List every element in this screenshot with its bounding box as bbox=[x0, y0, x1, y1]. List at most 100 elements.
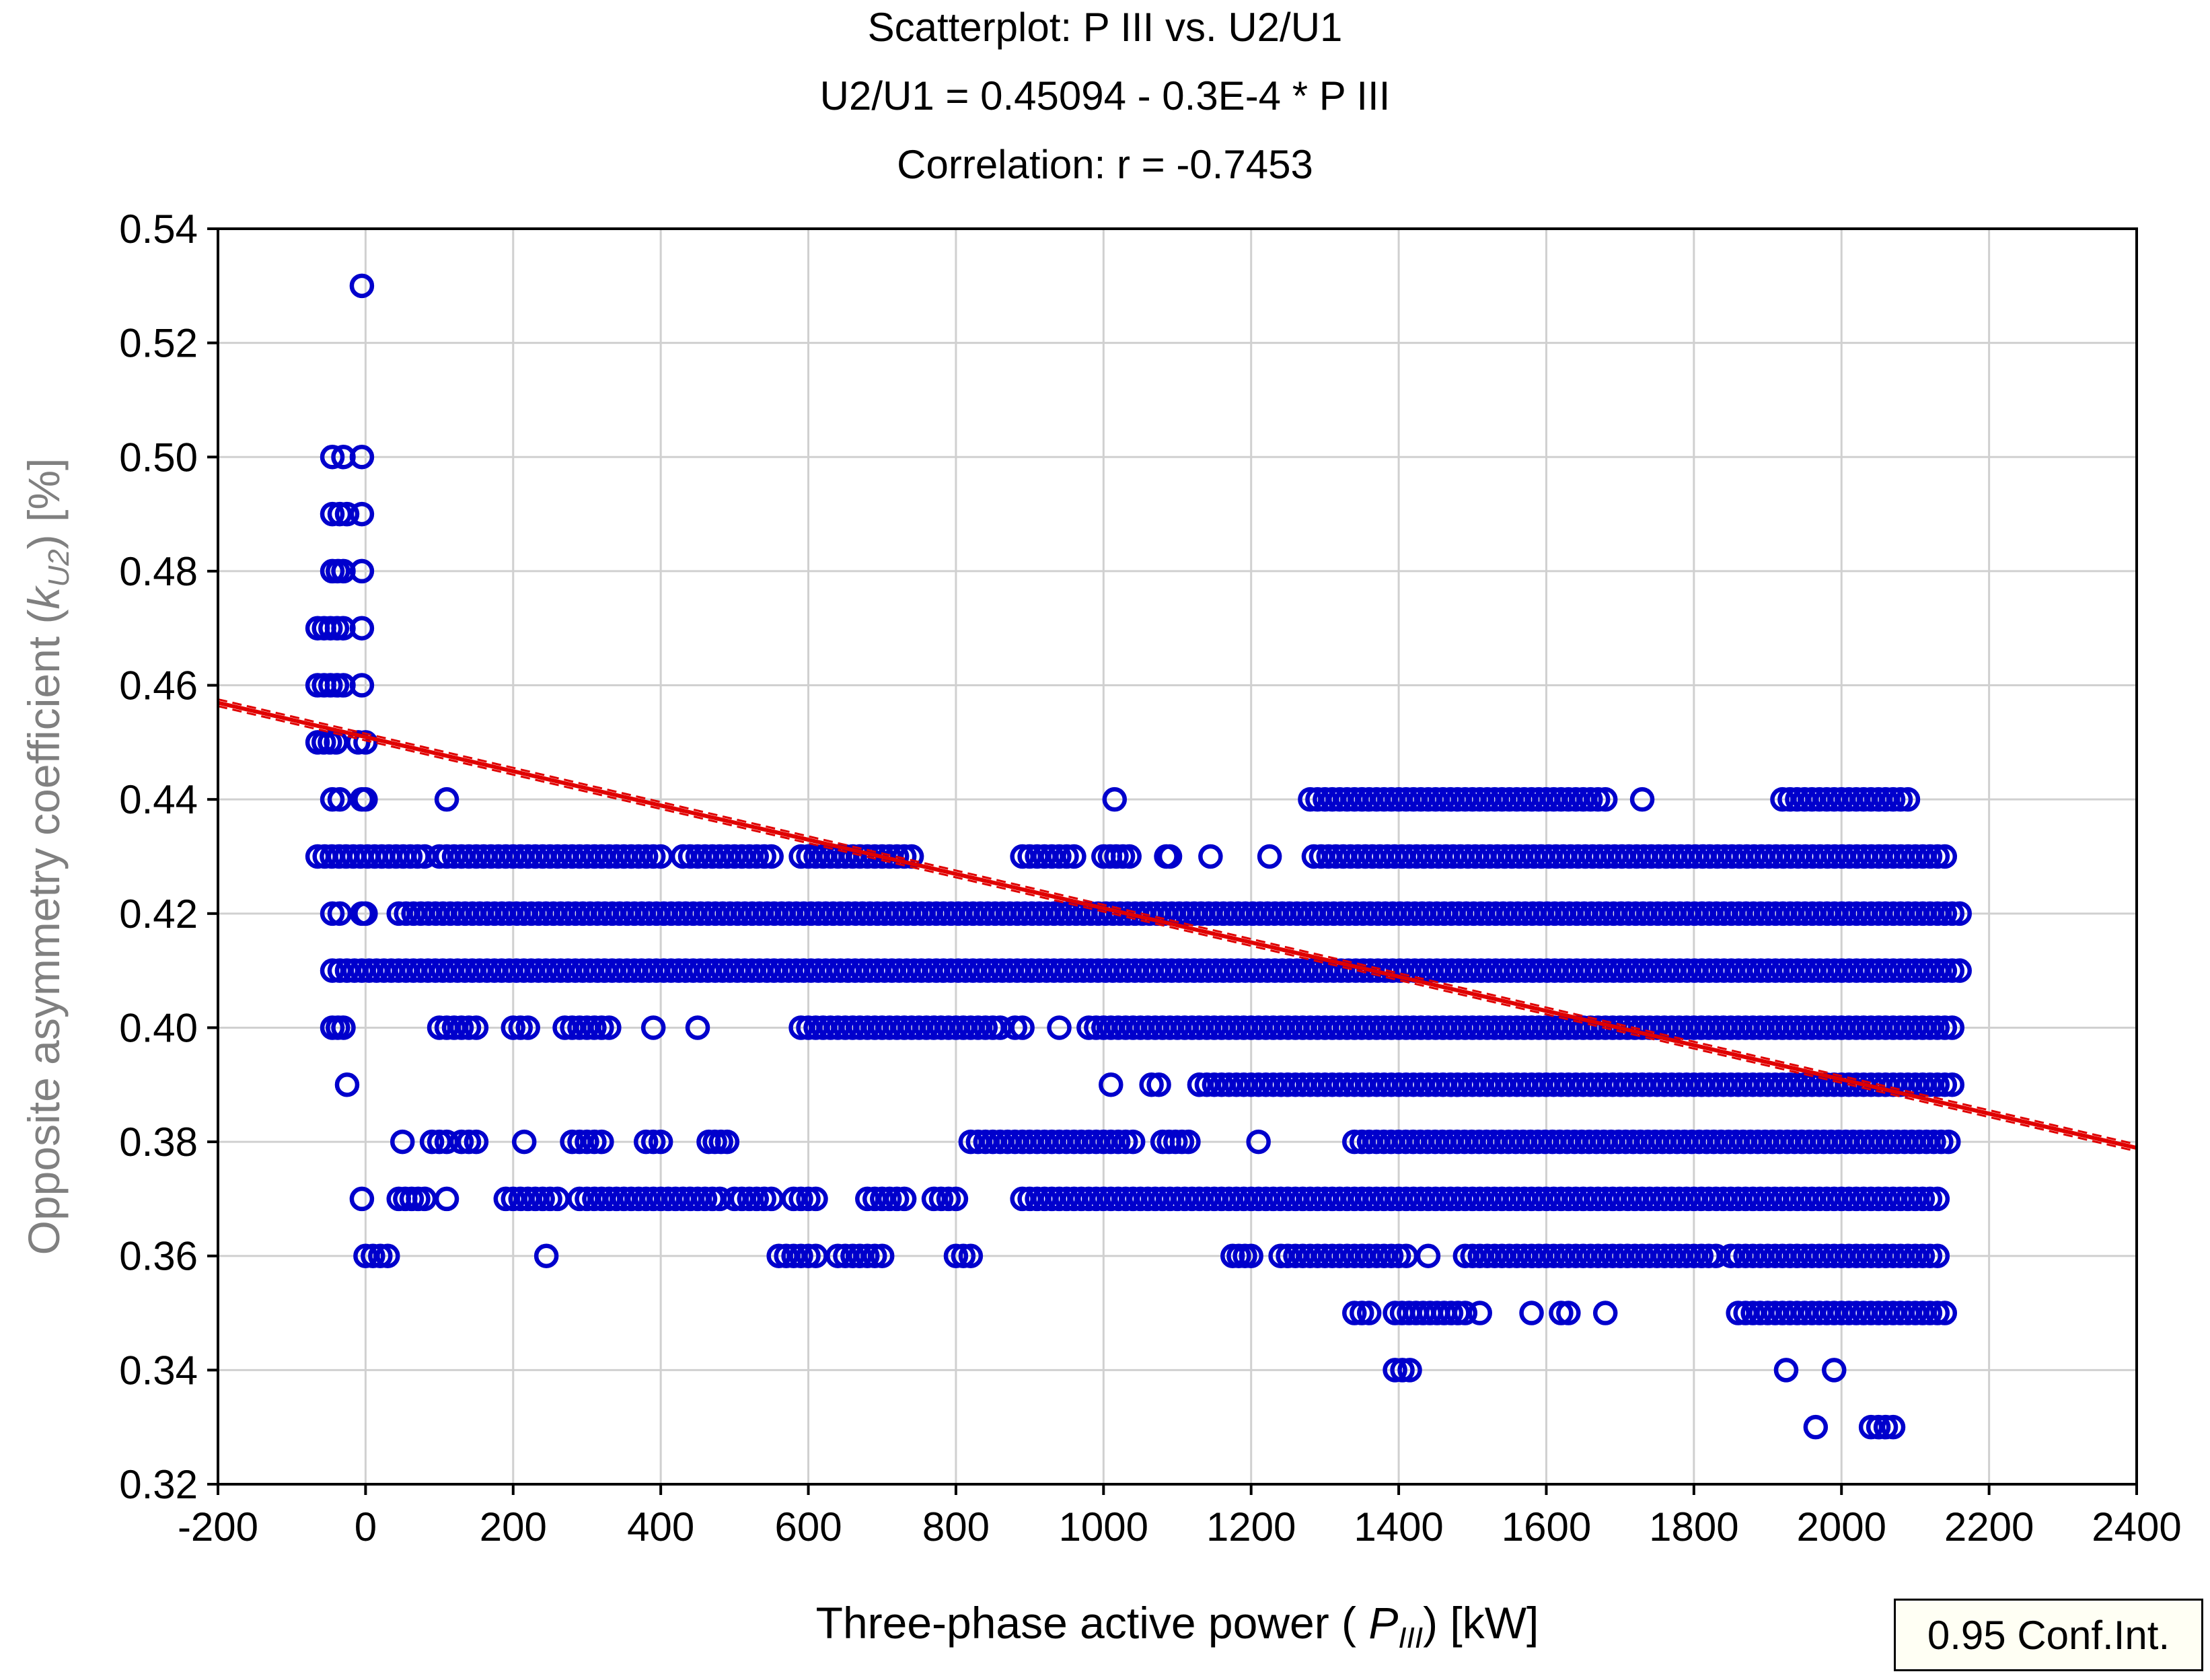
y-axis-label: Opposite asymmetry coefficient (kU2) [%] bbox=[19, 458, 75, 1255]
data-point bbox=[1773, 1358, 1799, 1383]
data-point bbox=[1246, 1129, 1271, 1155]
data-point bbox=[1139, 1072, 1164, 1097]
data-point bbox=[1342, 1301, 1367, 1325]
y-tick-label: 0.44 bbox=[119, 777, 198, 822]
data-point bbox=[530, 1186, 555, 1212]
data-point bbox=[1822, 1358, 1847, 1383]
data-point bbox=[449, 1015, 474, 1040]
y-tick-label: 0.52 bbox=[119, 321, 198, 366]
data-point bbox=[1910, 1243, 1936, 1268]
data-point bbox=[884, 1186, 910, 1212]
data-point bbox=[1438, 1301, 1464, 1325]
data-point bbox=[1880, 1414, 1906, 1440]
data-point bbox=[349, 558, 375, 584]
data-point bbox=[1010, 1015, 1035, 1040]
y-tick-label: 0.32 bbox=[119, 1462, 198, 1507]
data-point bbox=[1932, 1072, 1958, 1097]
data-point bbox=[796, 1243, 821, 1268]
x-axis-label: Three-phase active power ( PIII) [kW] bbox=[816, 1598, 1539, 1654]
data-point bbox=[1176, 1129, 1201, 1155]
data-point bbox=[648, 1129, 673, 1155]
data-point bbox=[891, 1186, 917, 1212]
data-point bbox=[1917, 1186, 1943, 1212]
data-point bbox=[1099, 1072, 1124, 1097]
data-point bbox=[1146, 1072, 1171, 1097]
data-point bbox=[1873, 1414, 1899, 1440]
data-point bbox=[320, 445, 345, 470]
x-tick-label: 1200 bbox=[1206, 1504, 1296, 1549]
data-point bbox=[434, 787, 459, 812]
data-point bbox=[633, 844, 659, 869]
data-point bbox=[375, 1243, 400, 1268]
data-point bbox=[334, 501, 360, 527]
data-point bbox=[1117, 844, 1142, 869]
x-tick-label: 1600 bbox=[1502, 1504, 1591, 1549]
x-tick-label: 800 bbox=[922, 1504, 990, 1549]
chart-title: Scatterplot: P III vs. U2/U1 bbox=[867, 5, 1343, 50]
data-point bbox=[1383, 1358, 1407, 1383]
data-point bbox=[1002, 1015, 1027, 1040]
data-point bbox=[862, 1243, 887, 1268]
data-point bbox=[582, 1015, 607, 1040]
data-point bbox=[390, 1129, 415, 1155]
data-point bbox=[538, 1186, 562, 1212]
data-point bbox=[464, 1015, 489, 1040]
data-point bbox=[1549, 1301, 1574, 1325]
legend-label: 0.95 Conf.Int. bbox=[1927, 1612, 2170, 1658]
legend-box: 0.95 Conf.Int. bbox=[1894, 1599, 2203, 1671]
data-point bbox=[501, 1015, 526, 1040]
confidence-band-line bbox=[217, 698, 2137, 1146]
data-point bbox=[751, 1186, 776, 1212]
data-point bbox=[353, 901, 378, 926]
data-point bbox=[891, 844, 917, 869]
data-point bbox=[533, 1243, 559, 1268]
data-point bbox=[368, 1243, 393, 1268]
data-point bbox=[1947, 901, 1972, 926]
data-point bbox=[589, 1129, 614, 1155]
data-point bbox=[1925, 1072, 1950, 1097]
data-point bbox=[640, 844, 666, 869]
data-point bbox=[1556, 1301, 1581, 1325]
data-point bbox=[320, 901, 345, 926]
data-point bbox=[349, 445, 375, 470]
data-point bbox=[751, 844, 776, 869]
data-point bbox=[1047, 844, 1072, 869]
data-point bbox=[1932, 1301, 1958, 1325]
data-point bbox=[1415, 1243, 1441, 1268]
data-point bbox=[714, 1129, 740, 1155]
data-point bbox=[1925, 1301, 1950, 1325]
regression-equation: U2/U1 = 0.45094 - 0.3E-4 * P III bbox=[819, 73, 1391, 118]
x-tick-label: 2400 bbox=[2092, 1504, 2181, 1549]
data-point bbox=[1940, 958, 1965, 983]
x-tick-label: 0 bbox=[355, 1504, 377, 1549]
x-tick-label: 600 bbox=[774, 1504, 842, 1549]
x-tick-label: -200 bbox=[178, 1504, 258, 1549]
data-point bbox=[1866, 1414, 1891, 1440]
data-point bbox=[692, 1186, 718, 1212]
data-point bbox=[349, 616, 375, 641]
data-point bbox=[331, 1015, 356, 1040]
y-tick-label: 0.36 bbox=[119, 1234, 198, 1279]
data-point bbox=[320, 787, 345, 812]
x-axis-ticks: -200 0 200 400 600 800 1000 1200 1400 1600 1800 200… bbox=[178, 1484, 2182, 1549]
data-points bbox=[305, 273, 1972, 1440]
data-point bbox=[744, 1186, 770, 1212]
data-point bbox=[855, 1243, 880, 1268]
data-point bbox=[515, 1015, 540, 1040]
y-tick-label: 0.54 bbox=[119, 207, 198, 252]
data-point bbox=[334, 1072, 360, 1097]
data-point bbox=[943, 1186, 969, 1212]
data-point bbox=[1936, 1129, 1961, 1155]
y-tick-label: 0.34 bbox=[119, 1348, 198, 1393]
x-tick-label: 1800 bbox=[1649, 1504, 1738, 1549]
y-axis-ticks: 0.32 0.34 0.36 0.38 0.40 0.42 0.44 0.46 0.48 0.50… bbox=[119, 207, 218, 1507]
data-point bbox=[1910, 1186, 1936, 1212]
data-point bbox=[1054, 844, 1079, 869]
data-point bbox=[1257, 844, 1282, 869]
data-point bbox=[434, 1186, 459, 1212]
data-point bbox=[597, 1015, 622, 1040]
data-point bbox=[1397, 1358, 1422, 1383]
data-point bbox=[1917, 844, 1943, 869]
data-point bbox=[582, 1129, 607, 1155]
